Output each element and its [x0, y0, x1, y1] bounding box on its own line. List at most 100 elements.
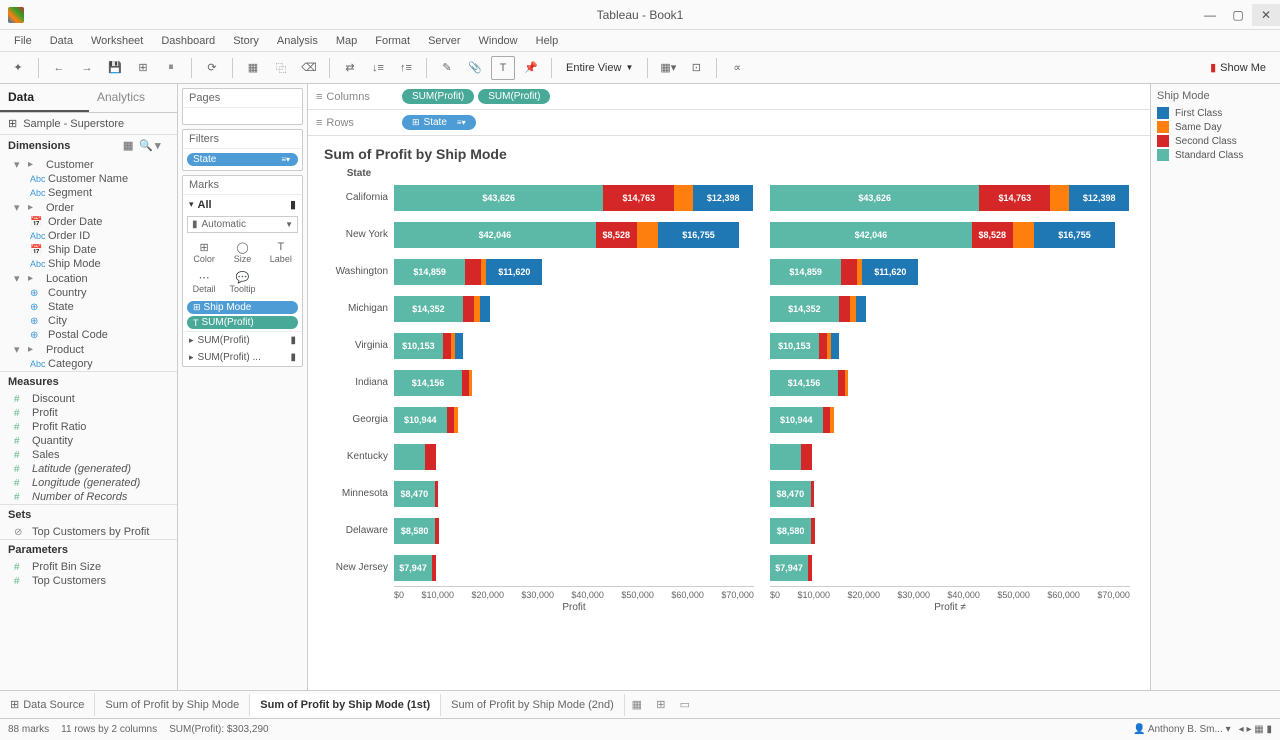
bar-segment[interactable]: $8,580 [394, 518, 435, 544]
measure-longitude-(generated)[interactable]: #Longitude (generated) [0, 476, 177, 490]
bar-segment[interactable] [1013, 222, 1035, 248]
share-button[interactable]: ∝ [725, 56, 749, 80]
new-datasource-button[interactable]: ⊞ [131, 56, 155, 80]
bar-segment[interactable] [808, 555, 811, 581]
field-customer-name[interactable]: AbcCustomer Name [0, 172, 177, 186]
bar-segment[interactable]: $16,755 [658, 222, 738, 248]
bar-segment[interactable] [443, 333, 451, 359]
legend-item[interactable]: Standard Class [1157, 148, 1274, 162]
refresh-button[interactable]: ⟳ [200, 56, 224, 80]
bar-segment[interactable] [831, 333, 839, 359]
param-item[interactable]: #Profit Bin Size [0, 560, 177, 574]
bar-segment[interactable]: $10,153 [394, 333, 443, 359]
bar-segment[interactable]: $14,352 [770, 296, 839, 322]
bar-segment[interactable]: $12,398 [693, 185, 753, 211]
bar-segment[interactable] [801, 444, 812, 470]
marks-all-row[interactable]: ▾All ▮ [183, 195, 302, 214]
pin-button[interactable]: 📌 [519, 56, 543, 80]
new-story-icon[interactable]: ▭ [673, 693, 697, 717]
field-category[interactable]: AbcCategory [0, 357, 177, 371]
bar-segment[interactable] [845, 370, 848, 396]
field-country[interactable]: ⊕Country [0, 286, 177, 300]
folder-location[interactable]: ▾▸Location [0, 271, 177, 286]
menu-icon[interactable]: ▾ [155, 139, 169, 153]
undo-button[interactable]: ← [47, 56, 71, 80]
sheet-tab[interactable]: Sum of Profit by Ship Mode [95, 694, 250, 716]
bar-segment[interactable]: $10,944 [394, 407, 447, 433]
bar-segment[interactable] [435, 518, 438, 544]
legend-item[interactable]: First Class [1157, 106, 1274, 120]
bar-segment[interactable]: $7,947 [394, 555, 432, 581]
marks-sub-2[interactable]: ▸SUM(Profit) ...▮ [183, 349, 302, 366]
menu-story[interactable]: Story [225, 33, 267, 49]
legend-item[interactable]: Second Class [1157, 134, 1274, 148]
sort-asc-button[interactable]: ↓≡ [366, 56, 390, 80]
bar-segment[interactable]: $7,947 [770, 555, 808, 581]
datasource-item[interactable]: ⊞ Sample - Superstore [0, 113, 177, 134]
legend-item[interactable]: Same Day [1157, 120, 1274, 134]
menu-dashboard[interactable]: Dashboard [153, 33, 223, 49]
measure-latitude-(generated)[interactable]: #Latitude (generated) [0, 462, 177, 476]
bar-segment[interactable]: $16,755 [1034, 222, 1114, 248]
row-pill-0[interactable]: ⊞ State≡▾ [402, 115, 476, 130]
show-me-button[interactable]: ▮Show Me [1202, 59, 1274, 76]
bar-segment[interactable] [465, 259, 480, 285]
new-worksheet-icon[interactable]: ▦ [625, 693, 649, 717]
bar-segment[interactable] [1050, 185, 1069, 211]
bar-segment[interactable]: $14,859 [770, 259, 841, 285]
mark-pill-shipmode[interactable]: ⊞Ship Mode [187, 301, 298, 314]
save-button[interactable]: 💾 [103, 56, 127, 80]
mark-tooltip-button[interactable]: 💬Tooltip [223, 267, 261, 297]
mark-type-dropdown[interactable]: ▮Automatic▼ [187, 216, 298, 233]
bar-segment[interactable] [811, 518, 814, 544]
param-item[interactable]: #Top Customers [0, 574, 177, 588]
menu-data[interactable]: Data [42, 33, 81, 49]
new-dashboard-icon[interactable]: ⊞ [649, 693, 673, 717]
bar-segment[interactable]: $14,352 [394, 296, 463, 322]
folder-customer[interactable]: ▾▸Customer [0, 157, 177, 172]
bar-segment[interactable]: $42,046 [770, 222, 972, 248]
analytics-tab[interactable]: Analytics [89, 84, 178, 112]
bar-segment[interactable]: $14,156 [770, 370, 838, 396]
measure-number-of-records[interactable]: #Number of Records [0, 490, 177, 504]
bar-segment[interactable] [435, 481, 439, 507]
redo-button[interactable]: → [75, 56, 99, 80]
field-ship-date[interactable]: 📅Ship Date [0, 243, 177, 257]
bar-segment[interactable] [425, 444, 436, 470]
measure-profit-ratio[interactable]: #Profit Ratio [0, 420, 177, 434]
bar-segment[interactable]: $14,156 [394, 370, 462, 396]
bar-segment[interactable] [480, 296, 491, 322]
measure-discount[interactable]: #Discount [0, 392, 177, 406]
column-pill-0[interactable]: SUM(Profit) [402, 89, 474, 104]
pause-button[interactable]: ⏸ [159, 56, 183, 80]
bar-segment[interactable]: $8,528 [972, 222, 1013, 248]
bar-segment[interactable]: $14,763 [979, 185, 1050, 211]
mark-size-button[interactable]: ◯Size [223, 237, 261, 267]
bar-segment[interactable]: $10,944 [770, 407, 823, 433]
field-city[interactable]: ⊕City [0, 314, 177, 328]
folder-product[interactable]: ▾▸Product [0, 342, 177, 357]
bar-segment[interactable]: $8,528 [596, 222, 637, 248]
bar-segment[interactable] [454, 407, 457, 433]
field-postal-code[interactable]: ⊕Postal Code [0, 328, 177, 342]
bar-segment[interactable] [447, 407, 455, 433]
bar-segment[interactable] [674, 185, 693, 211]
data-tab[interactable]: Data [0, 84, 89, 112]
sort-desc-button[interactable]: ↑≡ [394, 56, 418, 80]
menu-window[interactable]: Window [471, 33, 526, 49]
sheet-tab[interactable]: Sum of Profit by Ship Mode (2nd) [441, 694, 625, 716]
status-user[interactable]: 👤 Anthony B. Sm... ▾ [1133, 724, 1231, 735]
bar-segment[interactable] [455, 333, 463, 359]
mark-pill-sumprofit[interactable]: TSUM(Profit) [187, 316, 298, 329]
menu-analysis[interactable]: Analysis [269, 33, 326, 49]
highlight-button[interactable]: ✎ [435, 56, 459, 80]
maximize-button[interactable]: ▢ [1224, 4, 1252, 26]
bar-segment[interactable] [463, 296, 475, 322]
bar-segment[interactable] [841, 259, 856, 285]
bar-segment[interactable] [823, 407, 831, 433]
set-item[interactable]: ⊘Top Customers by Profit [0, 525, 177, 539]
menu-help[interactable]: Help [528, 33, 567, 49]
duplicate-button[interactable]: ⿻ [269, 56, 293, 80]
bar-segment[interactable]: $43,626 [770, 185, 979, 211]
bar-segment[interactable] [469, 370, 472, 396]
